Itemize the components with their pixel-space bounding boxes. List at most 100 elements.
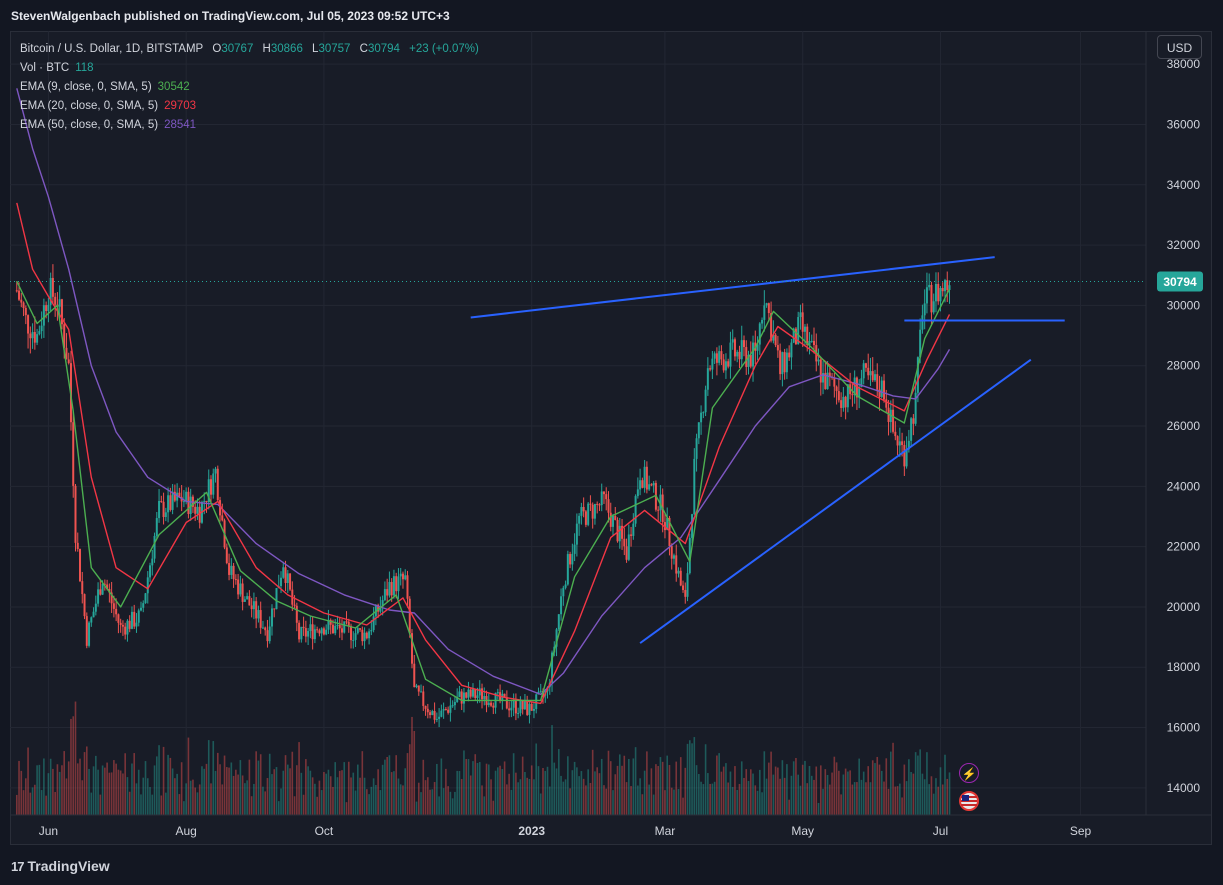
- candle-body[interactable]: [672, 555, 675, 559]
- candle-body[interactable]: [133, 611, 136, 627]
- candle-body[interactable]: [65, 347, 68, 360]
- candle-body[interactable]: [677, 570, 680, 574]
- candle-body[interactable]: [162, 501, 165, 518]
- candle-body[interactable]: [469, 689, 472, 697]
- candle-body[interactable]: [776, 345, 779, 351]
- candle-body[interactable]: [869, 371, 872, 376]
- candle-body[interactable]: [49, 277, 52, 305]
- candle-body[interactable]: [826, 372, 829, 390]
- candle-body[interactable]: [745, 347, 748, 367]
- candle-body[interactable]: [510, 707, 513, 711]
- candle-body[interactable]: [234, 579, 237, 581]
- candle-body[interactable]: [860, 378, 863, 387]
- candle-body[interactable]: [876, 374, 879, 390]
- last-price-badge[interactable]: [1157, 271, 1203, 292]
- candle-body[interactable]: [903, 444, 906, 467]
- candle-body[interactable]: [33, 332, 36, 343]
- candle-body[interactable]: [919, 329, 922, 358]
- candle-body[interactable]: [372, 616, 375, 631]
- candle-body[interactable]: [424, 705, 427, 709]
- candle-body[interactable]: [433, 711, 436, 720]
- candle-body[interactable]: [24, 307, 27, 316]
- candle-body[interactable]: [356, 628, 359, 634]
- candle-body[interactable]: [630, 534, 633, 536]
- candle-body[interactable]: [103, 583, 106, 585]
- candle-body[interactable]: [359, 628, 362, 630]
- candle-body[interactable]: [528, 703, 531, 715]
- candle-body[interactable]: [40, 325, 43, 332]
- candle-body[interactable]: [695, 438, 698, 459]
- candle-body[interactable]: [912, 418, 915, 424]
- candle-body[interactable]: [894, 431, 897, 437]
- candle-body[interactable]: [923, 303, 926, 316]
- candle-body[interactable]: [386, 589, 389, 596]
- candle-body[interactable]: [426, 708, 429, 713]
- candle-body[interactable]: [467, 689, 470, 698]
- candle-body[interactable]: [31, 332, 34, 339]
- candle-body[interactable]: [519, 700, 522, 713]
- candle-body[interactable]: [928, 284, 931, 288]
- candle-body[interactable]: [578, 515, 581, 524]
- candle-body[interactable]: [476, 695, 479, 699]
- symbol-name[interactable]: Bitcoin / U.S. Dollar, 1D, BITSTAMP: [20, 43, 204, 55]
- candle-body[interactable]: [275, 588, 278, 610]
- candle-body[interactable]: [758, 323, 761, 345]
- candle-body[interactable]: [729, 342, 732, 367]
- candle-body[interactable]: [948, 285, 951, 290]
- candle-body[interactable]: [219, 500, 222, 516]
- candle-body[interactable]: [404, 575, 407, 580]
- candle-body[interactable]: [99, 589, 102, 595]
- candle-body[interactable]: [189, 496, 192, 515]
- candle-body[interactable]: [266, 630, 269, 642]
- candle-body[interactable]: [42, 305, 45, 326]
- candle-body[interactable]: [602, 491, 605, 495]
- candle-body[interactable]: [706, 368, 709, 390]
- candle-body[interactable]: [94, 603, 97, 612]
- candle-body[interactable]: [636, 489, 639, 497]
- candle-body[interactable]: [117, 614, 120, 623]
- candle-body[interactable]: [564, 584, 567, 588]
- candle-body[interactable]: [252, 601, 255, 610]
- candle-body[interactable]: [898, 441, 901, 446]
- candle-body[interactable]: [551, 652, 554, 683]
- candle-body[interactable]: [806, 326, 809, 346]
- candle-body[interactable]: [29, 333, 32, 339]
- candle-body[interactable]: [340, 628, 343, 633]
- candle-body[interactable]: [343, 621, 346, 633]
- candle-body[interactable]: [72, 422, 75, 486]
- trend-line[interactable]: [470, 256, 995, 319]
- candle-body[interactable]: [557, 614, 560, 630]
- candle-body[interactable]: [618, 525, 621, 542]
- candle-body[interactable]: [417, 685, 420, 692]
- candle-body[interactable]: [517, 712, 520, 714]
- candle-body[interactable]: [526, 701, 529, 715]
- candle-body[interactable]: [616, 519, 619, 542]
- candle-body[interactable]: [503, 693, 506, 698]
- candle-body[interactable]: [345, 621, 348, 623]
- candle-body[interactable]: [731, 339, 734, 343]
- candle-body[interactable]: [97, 589, 100, 604]
- candle-body[interactable]: [790, 342, 793, 358]
- candle-body[interactable]: [451, 705, 454, 707]
- candle-body[interactable]: [562, 587, 565, 597]
- candle-body[interactable]: [316, 629, 319, 631]
- candle-body[interactable]: [675, 555, 678, 574]
- candle-body[interactable]: [763, 305, 766, 320]
- candle-body[interactable]: [112, 603, 115, 609]
- candle-body[interactable]: [232, 565, 235, 580]
- candle-body[interactable]: [643, 466, 646, 488]
- candle-body[interactable]: [645, 466, 648, 490]
- candle-body[interactable]: [237, 579, 240, 595]
- candle-body[interactable]: [864, 363, 867, 368]
- candle-body[interactable]: [198, 506, 201, 523]
- candle-body[interactable]: [411, 633, 414, 664]
- candle-body[interactable]: [311, 624, 314, 640]
- candle-body[interactable]: [101, 583, 104, 595]
- candle-body[interactable]: [45, 305, 48, 311]
- candle-body[interactable]: [580, 506, 583, 516]
- candle-body[interactable]: [822, 373, 825, 383]
- candle-body[interactable]: [401, 573, 404, 580]
- candle-body[interactable]: [214, 468, 217, 474]
- candle-body[interactable]: [560, 596, 563, 615]
